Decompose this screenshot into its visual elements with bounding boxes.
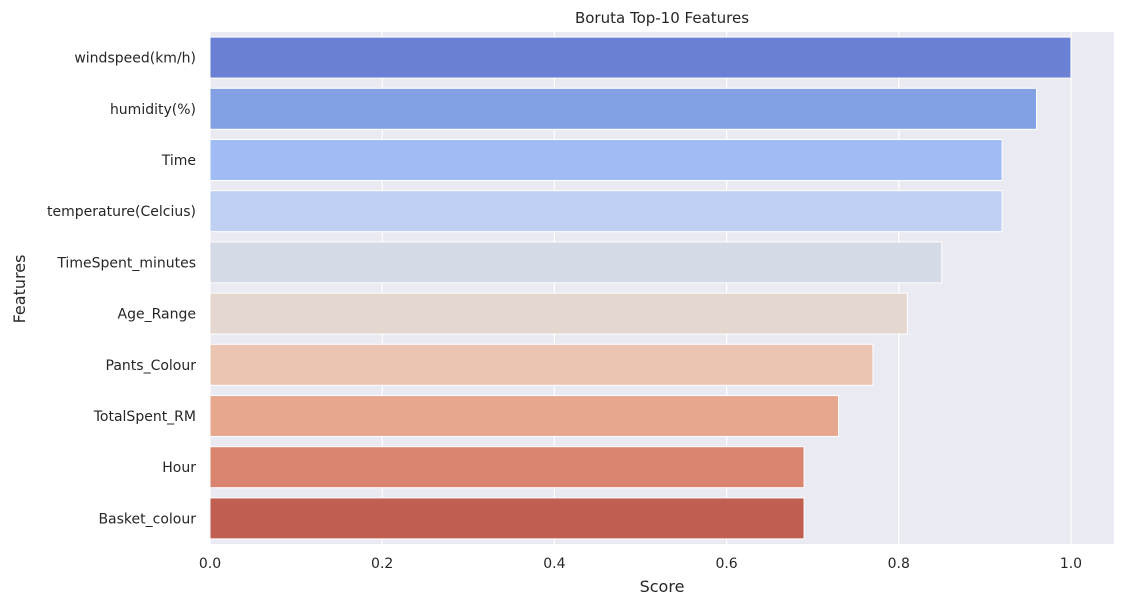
y-tick-label: windspeed(km/h) (74, 51, 196, 67)
y-tick-label: Pants_Colour (106, 358, 197, 374)
x-tick-label: 0.4 (543, 556, 565, 572)
bar (209, 292, 908, 335)
y-tick-label: temperature(Celcius) (47, 204, 196, 220)
x-tick-label: 0.6 (715, 556, 737, 572)
bar (209, 87, 1038, 130)
y-tick-label: TimeSpent_minutes (56, 255, 196, 271)
y-tick-label: TotalSpent_RM (93, 409, 196, 425)
bar (209, 36, 1072, 79)
y-tick-label: Age_Range (118, 307, 196, 323)
bar (209, 395, 839, 437)
x-tick-label: 0.2 (371, 556, 393, 572)
bar (209, 241, 943, 284)
bar (209, 190, 1003, 233)
y-tick-label: Basket_colour (98, 511, 196, 527)
y-axis-label: Features (10, 255, 29, 324)
x-tick-label: 0.0 (199, 556, 221, 572)
x-axis-label: Score (640, 577, 685, 596)
bars (209, 36, 1072, 540)
y-tick-labels: windspeed(km/h) humidity(%) Time temperatur… (47, 51, 196, 528)
bar (209, 139, 1003, 181)
x-tick-label: 0.8 (888, 556, 910, 572)
y-tick-label: Hour (162, 460, 196, 476)
bar (209, 497, 805, 540)
x-tick-label: 1.0 (1060, 556, 1082, 572)
bar (209, 446, 805, 489)
x-tick-labels: 0.0 0.2 0.4 0.6 0.8 1.0 (199, 556, 1082, 572)
bar (209, 343, 874, 386)
y-tick-label: humidity(%) (110, 102, 196, 118)
y-tick-label: Time (161, 153, 196, 169)
chart-title: Boruta Top-10 Features (575, 9, 749, 27)
